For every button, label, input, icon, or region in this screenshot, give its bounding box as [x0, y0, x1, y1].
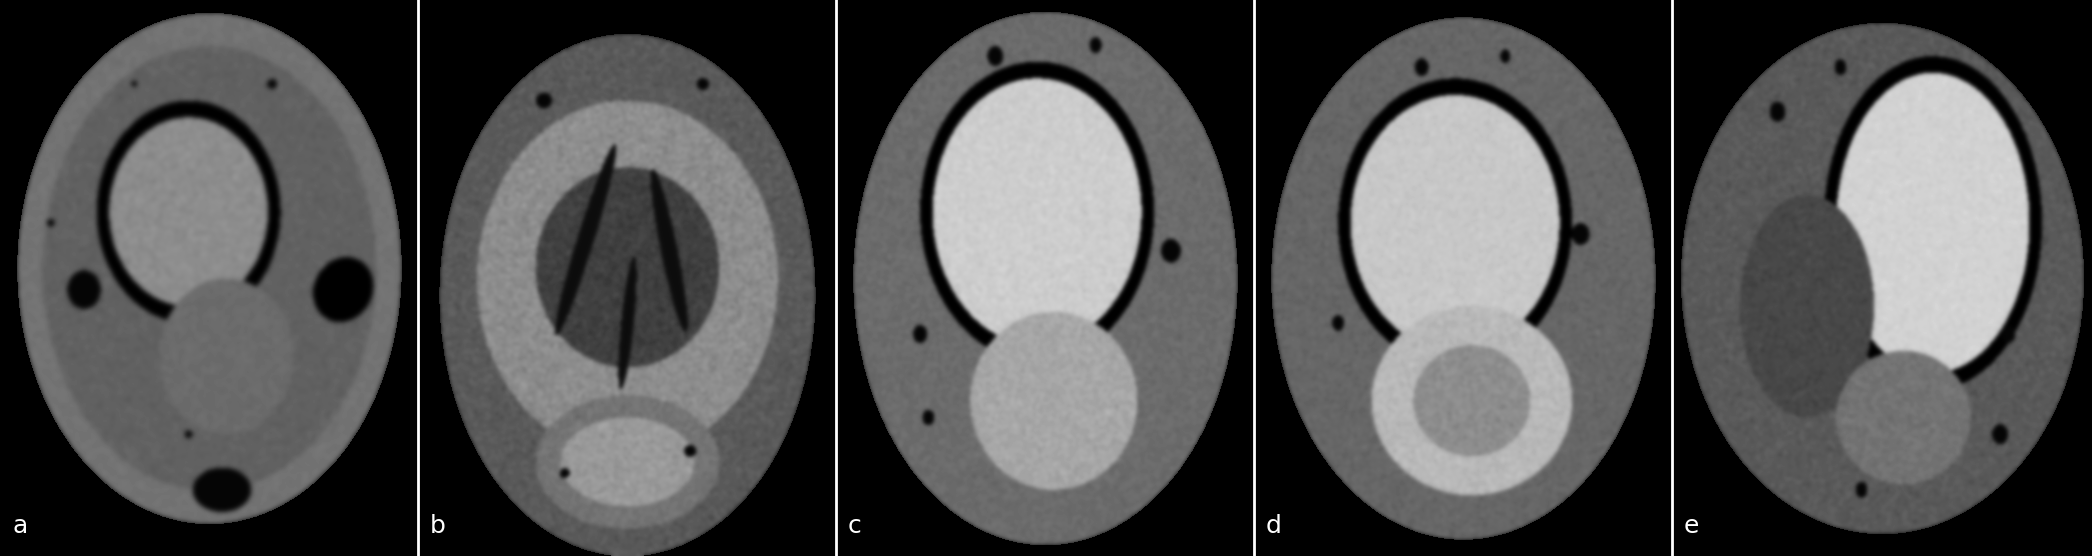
- Text: c: c: [847, 514, 862, 538]
- Text: d: d: [1266, 514, 1282, 538]
- Text: b: b: [431, 514, 446, 538]
- Text: a: a: [13, 514, 27, 538]
- Text: e: e: [1684, 514, 1699, 538]
